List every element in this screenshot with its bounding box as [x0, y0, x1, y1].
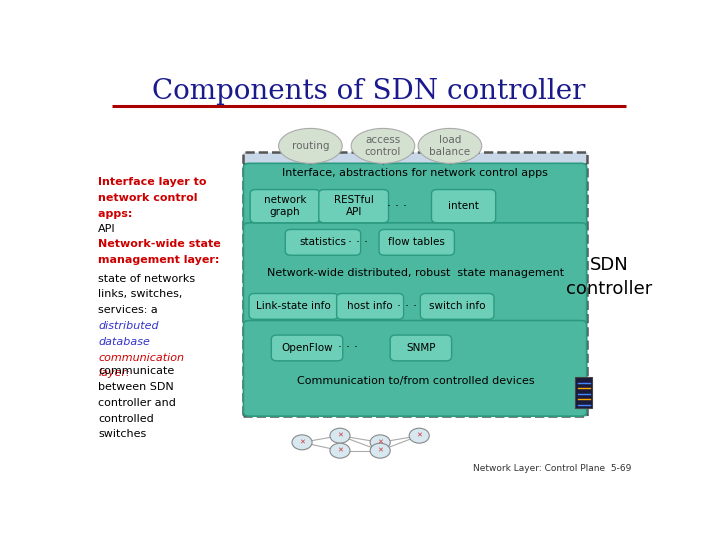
Text: statistics: statistics	[300, 238, 346, 247]
FancyBboxPatch shape	[243, 223, 587, 325]
Text: controller and: controller and	[99, 398, 176, 408]
Text: flow tables: flow tables	[388, 238, 445, 247]
FancyBboxPatch shape	[379, 230, 454, 255]
Text: controlled: controlled	[99, 414, 154, 424]
Text: communicate: communicate	[99, 366, 175, 376]
Text: database: database	[99, 337, 150, 347]
Text: Link-state info: Link-state info	[256, 301, 331, 312]
Text: · · ·: · · ·	[397, 300, 417, 313]
Text: ✕: ✕	[299, 440, 305, 445]
Text: Communication to/from controlled devices: Communication to/from controlled devices	[297, 376, 534, 386]
Text: switch info: switch info	[429, 301, 485, 312]
Text: Interface, abstractions for network control apps: Interface, abstractions for network cont…	[282, 168, 548, 178]
Text: Network Layer: Control Plane  5-69: Network Layer: Control Plane 5-69	[473, 464, 631, 473]
Text: services: a: services: a	[99, 305, 158, 315]
FancyBboxPatch shape	[271, 335, 343, 361]
Text: ✕: ✕	[377, 448, 383, 454]
FancyBboxPatch shape	[250, 190, 320, 223]
Text: links, switches,: links, switches,	[99, 289, 183, 299]
Text: distributed: distributed	[99, 321, 159, 331]
Ellipse shape	[279, 129, 342, 163]
Text: load
balance: load balance	[429, 134, 470, 157]
Text: Interface layer to: Interface layer to	[99, 177, 207, 187]
FancyBboxPatch shape	[420, 294, 494, 319]
FancyBboxPatch shape	[243, 321, 587, 416]
FancyBboxPatch shape	[337, 294, 404, 319]
FancyBboxPatch shape	[319, 190, 389, 223]
Text: layer:: layer:	[99, 368, 130, 379]
Text: ✕: ✕	[377, 440, 383, 445]
Text: access
control: access control	[365, 134, 401, 157]
FancyBboxPatch shape	[243, 163, 587, 228]
Text: routing: routing	[292, 141, 329, 151]
FancyBboxPatch shape	[243, 152, 587, 416]
Text: ✕: ✕	[416, 433, 422, 438]
FancyBboxPatch shape	[285, 230, 361, 255]
Text: host info: host info	[347, 301, 393, 312]
Text: ✕: ✕	[337, 433, 343, 438]
FancyBboxPatch shape	[249, 294, 338, 319]
Circle shape	[292, 435, 312, 450]
Text: · · ·: · · ·	[348, 236, 368, 249]
Text: network control: network control	[99, 193, 198, 203]
Text: Network-wide state: Network-wide state	[99, 239, 221, 249]
Text: RESTful
API: RESTful API	[333, 195, 374, 217]
Text: Components of SDN controller: Components of SDN controller	[153, 78, 585, 105]
Text: · · ·: · · ·	[338, 341, 358, 354]
Ellipse shape	[351, 129, 415, 163]
Text: Network-wide distributed, robust  state management: Network-wide distributed, robust state m…	[266, 268, 564, 278]
Ellipse shape	[418, 129, 482, 163]
Text: intent: intent	[448, 201, 479, 211]
Text: apps:: apps:	[99, 208, 137, 219]
Circle shape	[409, 428, 429, 443]
Circle shape	[330, 428, 350, 443]
Text: network
graph: network graph	[264, 195, 306, 217]
Text: API: API	[99, 225, 116, 234]
Circle shape	[330, 443, 350, 458]
Text: between SDN: between SDN	[99, 382, 174, 392]
Circle shape	[370, 443, 390, 458]
Text: switches: switches	[99, 429, 147, 440]
Text: ✕: ✕	[337, 448, 343, 454]
FancyBboxPatch shape	[575, 377, 593, 408]
Text: state of networks: state of networks	[99, 274, 196, 284]
Text: SNMP: SNMP	[406, 343, 436, 353]
Circle shape	[370, 435, 390, 450]
FancyBboxPatch shape	[390, 335, 451, 361]
Text: SDN
controller: SDN controller	[566, 256, 652, 298]
Text: communication: communication	[99, 353, 184, 362]
Text: · · ·: · · ·	[387, 200, 407, 213]
FancyBboxPatch shape	[431, 190, 495, 223]
Text: OpenFlow: OpenFlow	[282, 343, 333, 353]
Text: management layer:: management layer:	[99, 255, 220, 265]
